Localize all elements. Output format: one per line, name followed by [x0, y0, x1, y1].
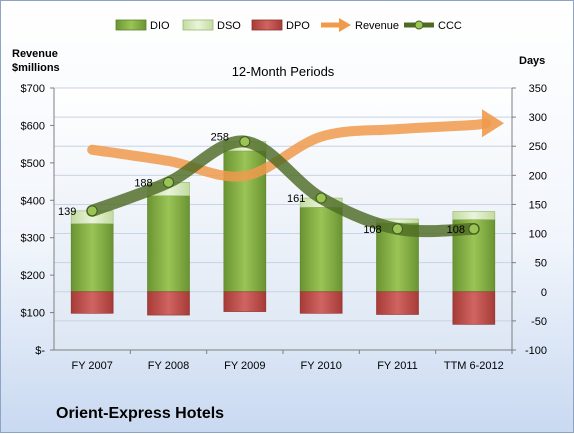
legend-label: DIO	[150, 20, 170, 32]
bar-dpo	[147, 291, 190, 316]
left-tick-label: $-	[35, 345, 45, 357]
legend-swatch-arrowhead	[339, 18, 351, 32]
legend-swatch	[115, 19, 147, 31]
ccc-marker	[468, 223, 480, 235]
right-tick-label: 300	[529, 112, 547, 124]
ccc-data-label: 258	[211, 132, 229, 144]
ccc-data-label: 161	[287, 193, 305, 205]
right-tick-label: 200	[529, 170, 547, 182]
legend-label: DSO	[217, 20, 241, 32]
left-tick-label: $100	[21, 308, 45, 320]
category-label: FY 2010	[300, 360, 341, 372]
ccc-marker	[239, 136, 251, 148]
left-tick-label: $500	[21, 158, 45, 170]
ccc-marker	[86, 205, 98, 217]
bar-dpo	[70, 291, 114, 314]
category-label: TTM 6-2012	[444, 360, 504, 372]
right-tick-label: 250	[529, 141, 547, 153]
ccc-marker	[315, 192, 327, 204]
left-axis-title-line2: $millions	[12, 62, 60, 74]
left-tick-label: $300	[21, 233, 45, 245]
ccc-data-label: 188	[134, 177, 152, 189]
company-name: Orient-Express Hotels	[56, 405, 225, 422]
left-axis-title-line1: Revenue	[12, 48, 58, 60]
right-axis-title: Days	[519, 55, 545, 67]
bar-dio	[70, 223, 114, 293]
left-tick-label: $200	[21, 270, 45, 282]
right-tick-label: -50	[531, 316, 547, 328]
ccc-data-label: 139	[58, 206, 76, 218]
right-tick-label: 350	[529, 83, 547, 95]
left-tick-label: $600	[21, 120, 45, 132]
category-label: FY 2009	[224, 360, 265, 372]
right-tick-label: 100	[529, 229, 547, 241]
left-tick-label: $700	[21, 83, 45, 95]
ccc-marker	[163, 176, 174, 188]
ccc-marker	[392, 223, 403, 235]
right-tick-label: 150	[529, 199, 547, 211]
right-tick-label: 50	[535, 258, 547, 270]
left-tick-label: $400	[21, 195, 45, 207]
bar-dio	[147, 195, 190, 293]
chart-title: 12-Month Periods	[232, 64, 335, 79]
revenue-line	[87, 118, 491, 182]
revenue-arrowhead	[482, 109, 504, 138]
bar-dso	[452, 211, 496, 220]
legend-swatch	[251, 19, 283, 31]
ccc-data-label: 108	[447, 224, 465, 236]
bar-dpo	[452, 291, 496, 325]
category-label: FY 2011	[377, 360, 418, 372]
right-tick-label: -100	[525, 345, 547, 357]
category-label: FY 2007	[71, 360, 112, 372]
category-label: FY 2008	[148, 360, 189, 372]
legend-swatch-marker	[414, 20, 424, 30]
bar-dio	[299, 207, 343, 293]
bar-dpo	[223, 291, 267, 312]
bar-dpo	[376, 291, 419, 315]
legend-swatch	[182, 19, 214, 31]
legend-label: DPO	[286, 20, 310, 32]
legend-label: CCC	[438, 20, 462, 32]
bar-dpo	[299, 291, 343, 314]
ccc-data-label: 108	[363, 224, 381, 236]
legend-label: Revenue	[355, 20, 399, 32]
right-tick-label: 0	[541, 287, 547, 299]
